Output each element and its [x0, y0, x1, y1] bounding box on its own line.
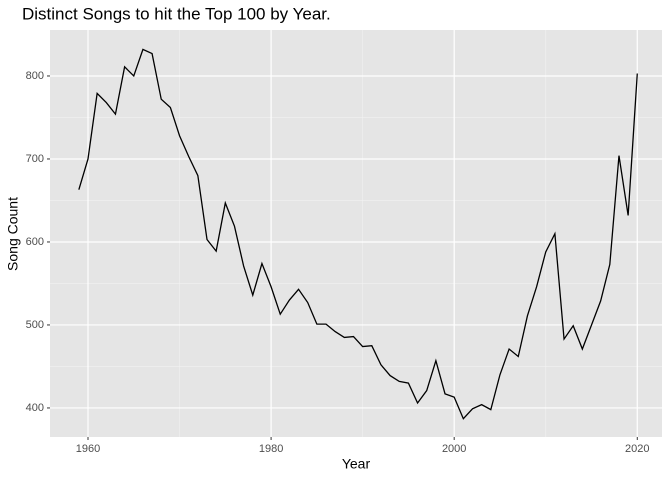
y-tick-label: 700: [26, 153, 44, 165]
x-tick-label: 2020: [625, 443, 649, 455]
x-axis-label: Year: [342, 456, 371, 472]
y-tick-label: 400: [26, 402, 44, 414]
y-tick-label: 500: [26, 319, 44, 331]
x-tick-label: 1980: [259, 443, 283, 455]
chart-title: Distinct Songs to hit the Top 100 by Yea…: [22, 4, 331, 23]
x-tick-label: 2000: [442, 443, 466, 455]
line: [78, 48, 638, 420]
y-axis-label: Song Count: [5, 197, 21, 271]
x-tick-label: 1960: [76, 443, 100, 455]
y-tick-label: 800: [26, 70, 44, 82]
panel: [50, 30, 662, 437]
y-tick-label: 600: [26, 236, 44, 248]
